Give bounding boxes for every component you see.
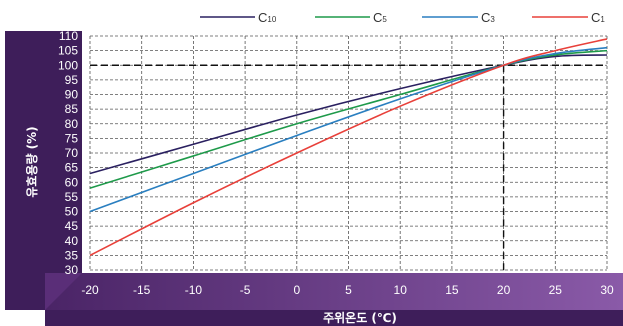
y-tick-label: 60 — [65, 175, 79, 189]
x-tick-label: 10 — [394, 283, 408, 297]
x-tick-label: -15 — [133, 283, 151, 297]
y-tick-label: 50 — [65, 205, 79, 219]
x-tick-label: 5 — [345, 283, 352, 297]
y-tick-label: 35 — [65, 248, 79, 262]
y-tick-label: 85 — [65, 102, 79, 116]
y-tick-label: 80 — [65, 117, 79, 131]
y-axis-title: 유효용량 (%) — [24, 126, 39, 197]
plot-area — [82, 31, 623, 273]
x-tick-label: -5 — [240, 283, 251, 297]
x-tick-label: 0 — [293, 283, 300, 297]
series-line-c1 — [89, 38, 608, 257]
y-tick-label: 75 — [65, 131, 79, 145]
y-tick-label: 40 — [65, 234, 79, 248]
y-tick-label: 45 — [65, 219, 79, 233]
y-tick-label: 105 — [58, 44, 78, 58]
x-tick-labels: -20 -15 -10 -5 0 5 10 15 20 25 30 — [81, 283, 614, 297]
series-line-c5 — [89, 49, 608, 189]
y-tick-label: 95 — [65, 73, 79, 87]
legend-label-c1: C1 — [591, 10, 605, 25]
x-tick-label: 25 — [549, 283, 563, 297]
left-axis-band — [5, 31, 82, 310]
y-tick-label: 100 — [58, 58, 78, 72]
series-line-c10 — [89, 54, 608, 175]
x-tick-label: -10 — [185, 283, 203, 297]
reference-lines — [90, 64, 607, 273]
grid — [89, 35, 608, 271]
x-tick-label: 30 — [600, 283, 614, 297]
y-tick-label: 55 — [65, 190, 79, 204]
series-lines — [89, 38, 608, 257]
bottom-axis-band — [45, 273, 623, 310]
x-tick-label: -20 — [81, 283, 99, 297]
y-tick-label: 110 — [59, 29, 78, 43]
chart-frame — [5, 31, 623, 326]
legend: C10 C5 C3 C1 — [200, 10, 605, 25]
x-axis-title: 주위온도 (℃) — [323, 310, 397, 325]
y-tick-label: 90 — [65, 88, 79, 102]
y-tick-label: 70 — [65, 146, 79, 160]
y-tick-label: 30 — [65, 263, 79, 277]
legend-label-c5: C5 — [373, 10, 387, 25]
x-tick-label: 15 — [445, 283, 459, 297]
legend-label-c3: C3 — [481, 10, 495, 25]
y-tick-label: 65 — [65, 161, 79, 175]
frame-bevel — [45, 273, 82, 310]
x-tick-label: 20 — [497, 283, 511, 297]
series-line-c3 — [89, 46, 608, 213]
legend-label-c10: C10 — [258, 10, 277, 25]
bottom-title-band — [45, 310, 623, 326]
